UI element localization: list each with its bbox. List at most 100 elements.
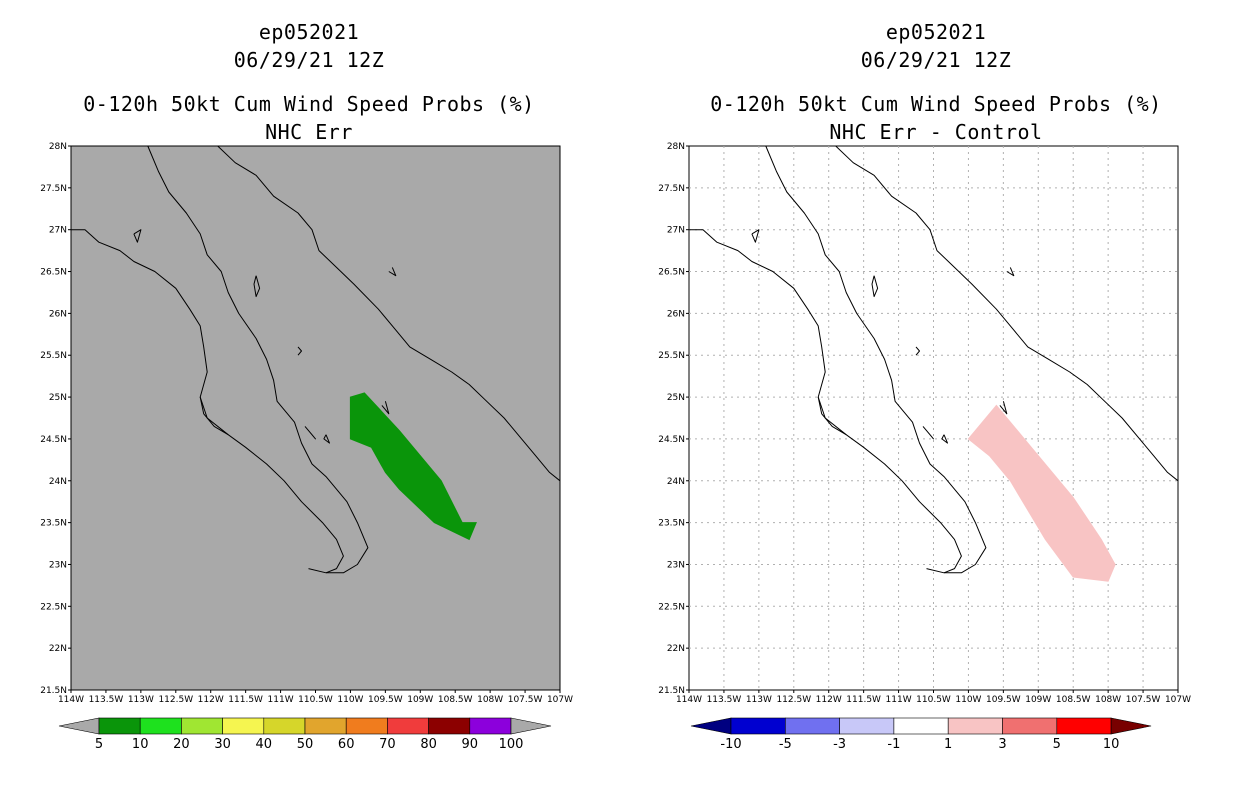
lat-label: 27.5N <box>40 184 67 194</box>
lat-label: 22.5N <box>40 602 67 612</box>
lat-label: 24.5N <box>658 435 685 445</box>
lon-label: 114W <box>58 695 84 705</box>
colorbar-label: 90 <box>462 737 479 752</box>
lat-label: 28N <box>49 142 67 152</box>
colorbar-high-arrow <box>510 717 552 735</box>
lon-label: 114W <box>676 695 702 705</box>
lon-label: 107W <box>1165 695 1191 705</box>
lon-label: 112W <box>816 695 842 705</box>
coastline <box>765 145 987 574</box>
coastline <box>217 145 561 482</box>
colorbar-label: -3 <box>833 737 846 752</box>
colorbar-label: 5 <box>1053 737 1061 752</box>
coastline <box>915 346 920 356</box>
lat-label: 22N <box>667 644 685 654</box>
colorbar-label: 30 <box>214 737 231 752</box>
coastline <box>871 275 879 298</box>
lon-label: 111W <box>886 695 912 705</box>
colorbar-segment <box>893 717 949 735</box>
colorbar-low-arrow <box>690 717 732 735</box>
colorbar-label: 5 <box>95 737 103 752</box>
forecast-time: 06/29/21 12Z <box>860 48 1012 72</box>
lat-label: 25N <box>667 393 685 403</box>
map-frame <box>70 145 561 691</box>
lon-label: 107W <box>547 695 573 705</box>
colorbar-segment <box>428 717 471 735</box>
lat-label: 24.5N <box>40 435 67 445</box>
lat-label: 24N <box>49 477 67 487</box>
colorbar-segment <box>98 717 141 735</box>
coastline <box>253 275 261 298</box>
lon-label: 108.5W <box>1056 695 1091 705</box>
prob-difference-area <box>967 404 1116 582</box>
lat-label: 26N <box>49 309 67 319</box>
colorbar-label: 70 <box>379 737 396 752</box>
coastline <box>1006 267 1015 277</box>
graticule <box>689 146 1178 690</box>
lon-label: 111.5W <box>846 695 881 705</box>
lon-label: 110.5W <box>916 695 951 705</box>
lat-label: 24N <box>667 477 685 487</box>
lat-label: 27N <box>49 226 67 236</box>
lat-label: 21.5N <box>40 686 67 696</box>
coastline <box>133 229 142 243</box>
colorbar-segment <box>730 717 786 735</box>
lon-label: 107.5W <box>508 695 543 705</box>
colorbar-label: 1 <box>944 737 952 752</box>
lon-label: 110W <box>337 695 363 705</box>
colorbar-segment <box>139 717 182 735</box>
lat-label: 23N <box>49 560 67 570</box>
colorbar-segment <box>222 717 265 735</box>
coastline <box>199 396 229 436</box>
colorbar-segment <box>387 717 429 735</box>
lon-label: 113W <box>746 695 772 705</box>
colorbar-label: 50 <box>297 737 314 752</box>
lon-label: 108W <box>1095 695 1121 705</box>
lon-label: 110.5W <box>298 695 333 705</box>
lat-label: 23.5N <box>658 519 685 529</box>
coastline <box>922 426 934 440</box>
lat-label: 28N <box>667 142 685 152</box>
lon-label: 108.5W <box>438 695 473 705</box>
product-title: 0-120h 50kt Cum Wind Speed Probs (%) <box>83 92 535 116</box>
lon-label: 113.5W <box>89 695 124 705</box>
lat-label: 21.5N <box>658 686 685 696</box>
colorbar-segment <box>1056 717 1112 735</box>
probability-map: 28N 27.5N 27N 26.5N 26N 25.5N 25N 24.5N 24N 23.5N… <box>40 142 573 752</box>
coastline <box>817 396 847 436</box>
difference-map: 28N 27.5N 27N 26.5N 26N 25.5N 25N 24.5N 24N 23.5N… <box>658 142 1191 752</box>
lon-label: 107.5W <box>1126 695 1161 705</box>
colorbar-high-arrow <box>1110 717 1152 735</box>
coastline <box>941 434 948 444</box>
panel-subtitle: NHC Err <box>265 120 353 144</box>
coastline <box>147 145 369 574</box>
colorbar-label: 3 <box>998 737 1006 752</box>
colorbar: -10 -5 -3 -1 1 3 5 10 <box>690 717 1152 752</box>
colorbar-label: 10 <box>1103 737 1120 752</box>
coastline <box>381 401 390 415</box>
colorbar-low-arrow <box>58 717 100 735</box>
colorbar-label: 40 <box>256 737 273 752</box>
colorbar-segment <box>304 717 347 735</box>
colorbar-segment <box>263 717 306 735</box>
wind-prob-area <box>349 392 477 541</box>
lon-label: 111W <box>268 695 294 705</box>
colorbar-label: -1 <box>887 737 900 752</box>
coastline <box>689 229 962 574</box>
panel-subtitle: NHC Err - Control <box>829 120 1043 144</box>
coastline <box>297 346 302 356</box>
lat-label: 27.5N <box>658 184 685 194</box>
colorbar-segment <box>345 717 388 735</box>
lon-label: 109.5W <box>368 695 403 705</box>
lon-label: 111.5W <box>228 695 263 705</box>
coastline <box>751 229 760 243</box>
coastline <box>388 267 397 277</box>
lat-label: 25N <box>49 393 67 403</box>
coastline <box>304 426 316 440</box>
colorbar-segment <box>839 717 895 735</box>
lat-label: 25.5N <box>40 351 67 361</box>
colorbar-label: 80 <box>420 737 437 752</box>
lon-label: 109W <box>1025 695 1051 705</box>
lat-label: 22.5N <box>658 602 685 612</box>
colorbar-segment <box>181 717 223 735</box>
